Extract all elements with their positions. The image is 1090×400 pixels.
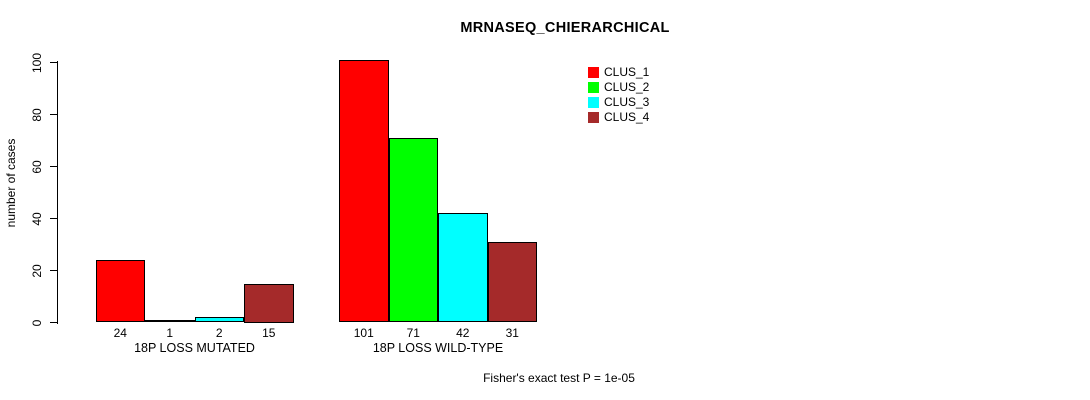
y-axis-tick	[49, 321, 57, 324]
bar-clus_4-group1	[244, 283, 294, 323]
legend-label-clus_1: CLUS_1	[604, 65, 650, 79]
bar-clus_4-group2	[487, 241, 537, 323]
y-axis-tick	[49, 113, 57, 116]
y-axis-tick-label: 40	[30, 211, 44, 226]
y-axis-tick-label: 100	[30, 52, 44, 73]
bar-value-label: 15	[262, 326, 276, 340]
legend-swatch-clus_4	[588, 111, 599, 123]
bar-clus_1-group2	[339, 59, 389, 323]
bar-clus_3-group1	[194, 317, 244, 323]
fisher-test-annotation: Fisher's exact test P = 1e-05	[483, 371, 635, 385]
y-axis-line	[56, 61, 58, 324]
category-label: 18P LOSS MUTATED	[134, 341, 255, 355]
bar-value-label: 2	[215, 326, 223, 340]
bar-clus_1-group1	[95, 260, 145, 323]
bar-value-label: 71	[406, 326, 420, 340]
legend-label-clus_3: CLUS_3	[604, 95, 650, 109]
chart-title: MRNASEQ_CHIERARCHICAL	[460, 20, 670, 36]
bar-value-label: 101	[353, 326, 374, 340]
bar-clus_2-group2	[388, 137, 438, 323]
y-axis-label: number of cases	[4, 138, 18, 228]
y-axis-tick	[49, 217, 57, 220]
bar-value-label: 24	[113, 326, 127, 340]
bar-value-label: 1	[166, 326, 174, 340]
bar-value-label: 31	[505, 326, 519, 340]
bar-clus_2-group1	[145, 319, 195, 323]
category-label: 18P LOSS WILD-TYPE	[372, 341, 504, 355]
legend-swatch-clus_2	[588, 81, 599, 93]
legend-label-clus_4: CLUS_4	[604, 110, 650, 124]
y-axis-tick-label: 20	[30, 263, 44, 278]
legend-swatch-clus_1	[588, 66, 599, 78]
y-axis-tick	[49, 61, 57, 64]
bar-clus_3-group2	[438, 213, 488, 323]
legend-label-clus_2: CLUS_2	[604, 80, 650, 94]
legend-swatch-clus_3	[588, 96, 599, 108]
y-axis-tick	[49, 165, 57, 168]
bar-value-label: 42	[456, 326, 470, 340]
y-axis-tick-label: 80	[30, 107, 44, 122]
y-axis-tick-label: 0	[30, 319, 44, 326]
y-axis-tick-label: 60	[30, 159, 44, 174]
y-axis-tick	[49, 269, 57, 272]
